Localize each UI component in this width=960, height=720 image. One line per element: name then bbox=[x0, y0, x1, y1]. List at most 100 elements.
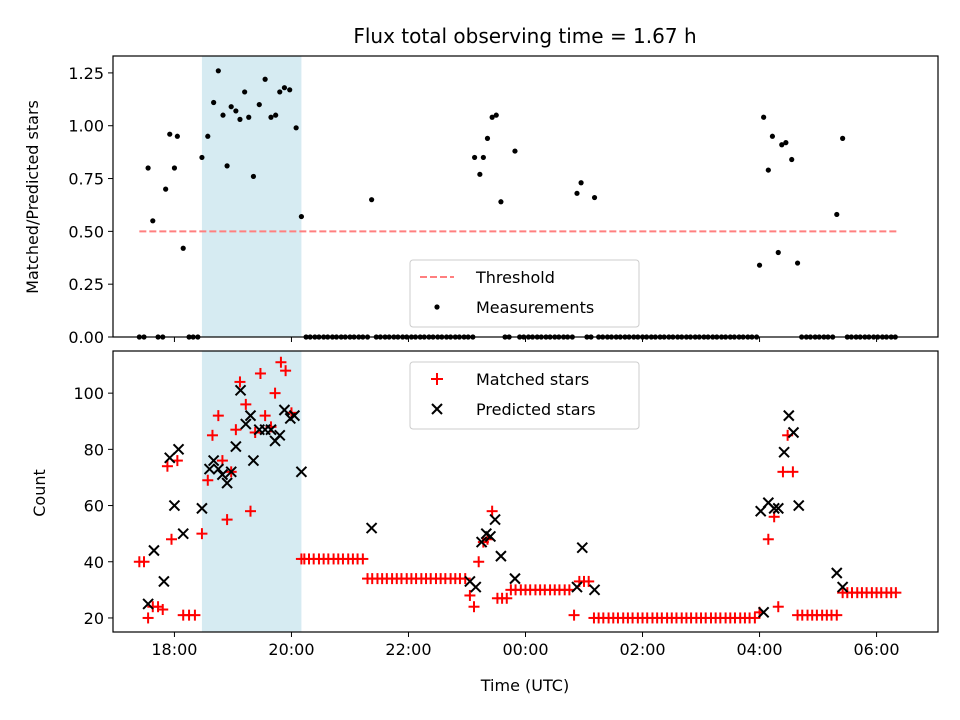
measurement-point bbox=[287, 87, 293, 93]
matched-star-point bbox=[890, 587, 902, 599]
legend-measurements-icon bbox=[434, 304, 440, 310]
x-tick-label: 04:00 bbox=[736, 640, 782, 659]
predicted-star-point bbox=[836, 581, 849, 593]
measurement-point bbox=[756, 262, 763, 268]
matched-star-point bbox=[787, 466, 799, 478]
bot-y-tick-label: 40 bbox=[84, 553, 104, 572]
predicted-star-point bbox=[768, 502, 780, 515]
matched-star-point bbox=[245, 505, 256, 517]
bottom-ylabel: Count bbox=[30, 469, 49, 517]
predicted-star-point bbox=[203, 463, 216, 475]
measurement-point bbox=[840, 135, 846, 141]
matched-star-point bbox=[157, 604, 169, 616]
predicted-star-point bbox=[177, 527, 189, 540]
measurement-point bbox=[512, 148, 518, 154]
matched-star-point bbox=[161, 460, 173, 472]
predicted-star-point bbox=[470, 581, 482, 593]
measurement-point bbox=[145, 165, 151, 171]
measurement-point bbox=[150, 218, 156, 224]
predicted-star-point bbox=[212, 463, 225, 475]
measurement-point bbox=[268, 114, 274, 120]
predicted-star-point bbox=[221, 477, 233, 489]
bottom-panel: 18:00 20:00 22:00 00:00 02:00 04:00 06:00 20 40 6… bbox=[30, 350, 939, 695]
top-shaded-span-layer bbox=[201, 56, 302, 337]
predicted-star-point bbox=[772, 502, 784, 515]
measurement-point bbox=[769, 133, 776, 139]
top-y-tick-label: 0.75 bbox=[68, 170, 104, 189]
matched-star-point bbox=[142, 612, 154, 624]
matched-star-point bbox=[259, 410, 271, 422]
measurement-point bbox=[180, 245, 186, 251]
predicted-star-point bbox=[787, 426, 800, 439]
legend-measurements-label: Measurements bbox=[476, 298, 594, 317]
predicted-star-point bbox=[278, 404, 291, 416]
x-tick-label: 18:00 bbox=[151, 640, 197, 659]
matched-star-point bbox=[357, 553, 369, 565]
legend-predicted-icon bbox=[431, 403, 443, 415]
predicted-star-point bbox=[207, 454, 220, 467]
predicted-star-point bbox=[475, 536, 488, 548]
predicted-star-point bbox=[225, 466, 237, 478]
x-tick-label: 00:00 bbox=[502, 640, 548, 659]
predicted-star-point bbox=[196, 502, 208, 515]
predicted-star-point bbox=[148, 544, 160, 557]
measurement-point bbox=[167, 131, 173, 137]
measurement-point bbox=[369, 197, 375, 203]
measurement-point bbox=[256, 101, 262, 108]
predicted-star-point bbox=[240, 418, 252, 430]
measurement-point bbox=[273, 112, 279, 118]
measurement-point bbox=[834, 211, 840, 218]
measurement-point bbox=[211, 99, 217, 106]
predicted-star-point bbox=[489, 513, 501, 526]
measurement-point bbox=[224, 163, 230, 169]
matched-star-point bbox=[212, 410, 224, 422]
measurement-point bbox=[262, 76, 268, 82]
measurement-point bbox=[242, 89, 248, 95]
predicted-star-point bbox=[588, 584, 601, 596]
measurement-point bbox=[789, 156, 795, 163]
predicted-star-point bbox=[783, 409, 795, 422]
measurement-point bbox=[237, 116, 243, 122]
measurement-point bbox=[171, 165, 178, 171]
predicted-star-point bbox=[365, 522, 378, 534]
bot-y-tick-label: 80 bbox=[84, 440, 104, 459]
bottom-shaded-span-layer bbox=[201, 351, 302, 632]
measurement-point bbox=[205, 133, 211, 139]
predicted-star-point bbox=[793, 499, 805, 512]
predicted-star-point bbox=[265, 423, 277, 436]
predicted-star-point bbox=[158, 575, 170, 588]
matched-star-point bbox=[459, 573, 471, 585]
measurement-point bbox=[246, 114, 252, 120]
predicted-star-point bbox=[244, 409, 257, 422]
predicted-star-point bbox=[495, 550, 507, 562]
measurement-point bbox=[761, 114, 767, 120]
matched-star-point bbox=[568, 609, 580, 621]
matched-star-point bbox=[166, 533, 178, 545]
predicted-star-point bbox=[295, 466, 308, 478]
measurement-point bbox=[281, 85, 288, 91]
matched-star-point bbox=[240, 398, 252, 410]
measurement-point bbox=[498, 199, 504, 205]
measurement-point bbox=[215, 68, 221, 74]
predicted-star-point bbox=[230, 440, 242, 453]
measurement-point bbox=[765, 167, 771, 173]
measurement-point bbox=[250, 173, 257, 180]
matched-star-point bbox=[464, 589, 476, 601]
top-y-tick-label: 1.00 bbox=[68, 117, 104, 136]
measurement-point bbox=[493, 112, 499, 118]
predicted-star-point bbox=[576, 541, 588, 554]
measurement-point bbox=[477, 171, 483, 177]
bottom-legend-box bbox=[409, 361, 640, 430]
matched-star-point bbox=[468, 601, 480, 613]
top-y-tick-label: 1.25 bbox=[68, 64, 104, 83]
top-legend: Threshold Measurements bbox=[409, 259, 640, 328]
measurement-point bbox=[574, 190, 580, 196]
predicted-star-point bbox=[247, 454, 260, 467]
predicted-star-point bbox=[778, 446, 790, 458]
bot-y-tick-label: 100 bbox=[73, 384, 104, 403]
measurement-point bbox=[277, 89, 283, 95]
matched-star-point bbox=[762, 533, 774, 545]
predicted-star-point bbox=[571, 581, 583, 593]
bot-y-tick-label: 60 bbox=[84, 497, 104, 516]
